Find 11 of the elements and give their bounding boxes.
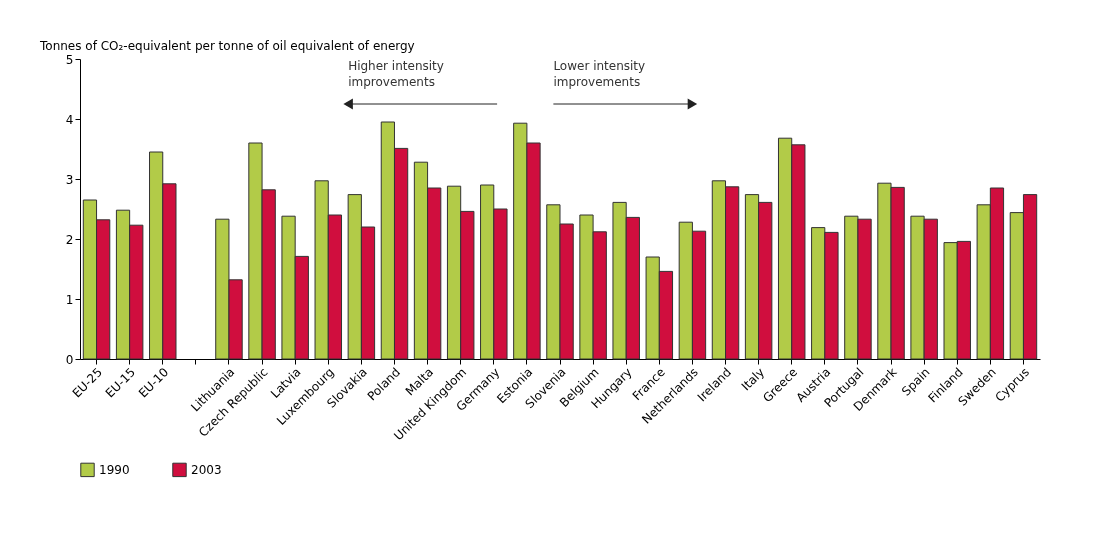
annotation: Higher intensity improvements [348, 59, 444, 89]
legend-label: 1990 [99, 462, 130, 477]
y-axis-title: Tonnes of CO₂-equivalent per tonne of oil equivalent of energy [39, 39, 415, 53]
y-tick-label: 3 [65, 172, 74, 187]
y-tick-label: 2 [65, 232, 74, 247]
y-tick-label: 0 [65, 352, 74, 367]
y-tick-label: 1 [65, 292, 74, 307]
y-tick-label: 5 [65, 52, 74, 67]
y-tick-label: 4 [65, 112, 74, 127]
legend-label: 2003 [191, 462, 222, 477]
annotation: Lower intensity improvements [553, 59, 646, 89]
